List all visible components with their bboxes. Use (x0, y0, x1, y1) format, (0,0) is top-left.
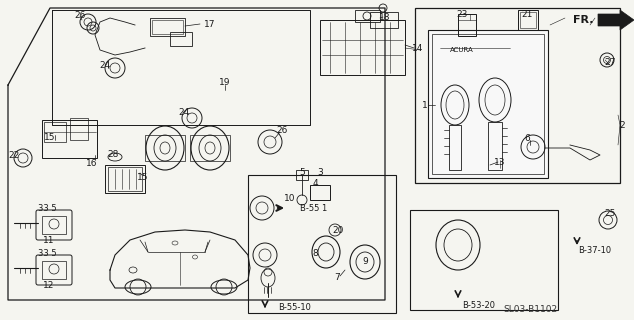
Text: 4: 4 (312, 179, 318, 188)
Text: 10: 10 (284, 194, 295, 203)
Bar (150, 18, 185, 36)
Text: 5: 5 (299, 167, 305, 177)
Text: 33 5: 33 5 (37, 249, 56, 258)
Text: FR.: FR. (573, 15, 593, 25)
Bar (432, 34, 544, 174)
Text: 7: 7 (334, 274, 340, 283)
Text: SL03-B1102: SL03-B1102 (503, 306, 557, 315)
Text: 12: 12 (43, 281, 55, 290)
Bar (520, 12, 536, 28)
Text: 26: 26 (74, 11, 86, 20)
Text: 16: 16 (86, 158, 98, 167)
Bar (42, 216, 66, 234)
Text: 19: 19 (219, 77, 231, 86)
Text: 6: 6 (524, 133, 530, 142)
Ellipse shape (211, 280, 237, 294)
Bar (152, 20, 183, 34)
Text: B-53-20: B-53-20 (462, 300, 495, 309)
Text: ACURA: ACURA (450, 47, 474, 53)
Bar (449, 125, 461, 170)
Text: 28: 28 (107, 149, 119, 158)
Bar (145, 135, 185, 161)
Text: 27: 27 (604, 58, 616, 67)
Text: B-55-10: B-55-10 (278, 303, 311, 313)
Text: 13: 13 (495, 157, 506, 166)
Bar (190, 135, 230, 161)
Bar (415, 8, 620, 183)
Text: 14: 14 (412, 44, 424, 52)
Text: 21: 21 (521, 10, 533, 19)
Text: 11: 11 (43, 236, 55, 244)
Text: 17: 17 (204, 20, 216, 28)
Text: 33 5: 33 5 (37, 204, 56, 212)
Bar (42, 261, 66, 279)
Bar (105, 165, 145, 193)
Text: 26: 26 (276, 125, 288, 134)
Text: 1: 1 (422, 100, 428, 109)
Bar (44, 122, 66, 142)
Bar (70, 118, 88, 140)
Bar (458, 14, 476, 36)
Text: 18: 18 (379, 12, 391, 21)
Bar (170, 32, 192, 46)
Bar (428, 30, 548, 178)
Bar (410, 210, 558, 310)
Text: 3: 3 (317, 167, 323, 177)
Text: 8: 8 (312, 249, 318, 258)
Bar (320, 20, 405, 75)
Text: 9: 9 (362, 258, 368, 267)
Text: 20: 20 (332, 226, 344, 235)
Ellipse shape (125, 280, 151, 294)
Bar (42, 120, 97, 158)
Text: 15: 15 (44, 132, 56, 141)
Text: 15: 15 (137, 172, 149, 181)
Bar (108, 167, 142, 191)
Text: 25: 25 (604, 209, 616, 218)
Bar (355, 10, 380, 22)
Bar (296, 170, 308, 180)
Bar (488, 122, 502, 170)
Text: 2: 2 (619, 121, 625, 130)
Text: B-37-10: B-37-10 (578, 245, 611, 254)
Bar (248, 175, 396, 313)
Text: 23: 23 (456, 10, 468, 19)
Text: B-55 1: B-55 1 (300, 204, 327, 212)
Polygon shape (598, 10, 634, 30)
Bar (310, 185, 330, 200)
Text: 22: 22 (8, 150, 20, 159)
Bar (518, 10, 538, 30)
Text: 24: 24 (178, 108, 190, 116)
Text: 24: 24 (100, 60, 110, 69)
Bar (370, 12, 398, 28)
